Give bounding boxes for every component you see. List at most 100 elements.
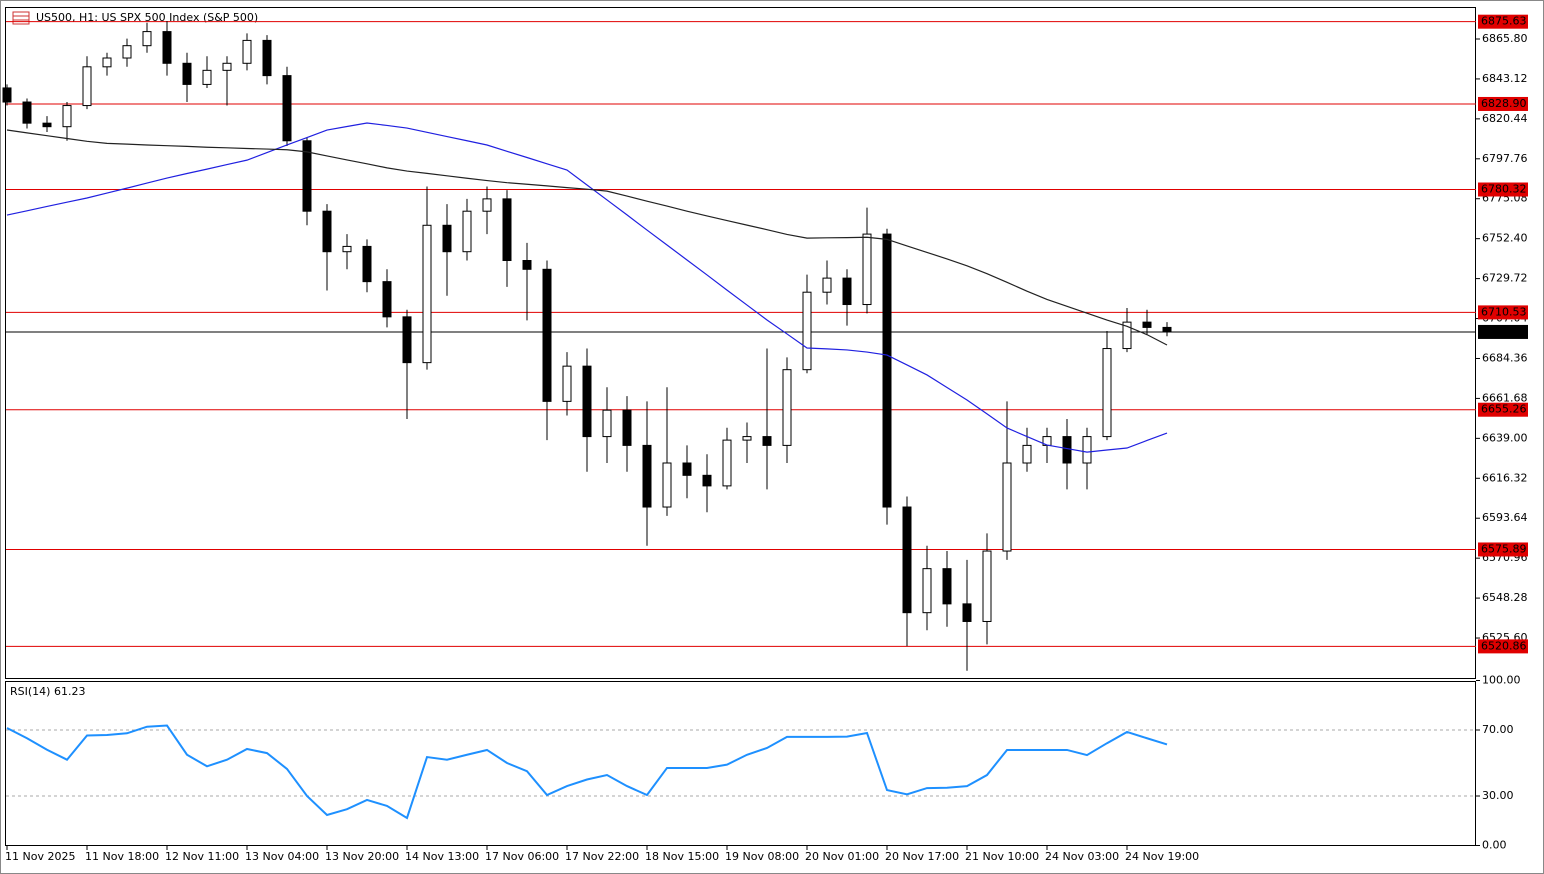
candle-body (522, 260, 532, 270)
candle-body (862, 233, 872, 306)
candle-body (782, 369, 792, 446)
candle-body (342, 245, 352, 253)
y-tick-label: 6843.12 (1482, 72, 1528, 85)
candle-body (102, 57, 112, 68)
candle-body (662, 462, 672, 508)
rsi-line (6, 724, 1168, 820)
candle-body (922, 568, 932, 614)
level-label: 6780.32 (1481, 183, 1527, 196)
x-tick-label: 13 Nov 20:00 (325, 850, 399, 863)
level-box (1478, 14, 1528, 29)
candle-body (2, 87, 12, 103)
candle-body (42, 122, 52, 128)
x-tick-label: 21 Nov 10:00 (965, 850, 1039, 863)
y-tick-label: 6865.80 (1482, 32, 1528, 45)
candle-body (502, 198, 512, 262)
candle-body (742, 436, 752, 441)
candle-body (1102, 348, 1112, 438)
x-tick-label: 17 Nov 22:00 (565, 850, 639, 863)
candle-body (1002, 462, 1012, 552)
x-tick-label: 11 Nov 2025 (5, 850, 75, 863)
candle-body (902, 506, 912, 614)
y-tick-label: 100.00 (1482, 674, 1521, 687)
x-tick-label: 12 Nov 11:00 (165, 850, 239, 863)
candle-body (482, 198, 492, 212)
level-label: 6710.53 (1481, 305, 1527, 318)
x-tick-label: 24 Nov 19:00 (1125, 850, 1199, 863)
candle-body (82, 66, 92, 107)
level-label: 6828.90 (1481, 97, 1527, 110)
y-tick-label: 70.00 (1482, 723, 1514, 736)
moving-average (6, 129, 1168, 346)
x-tick-label: 18 Nov 15:00 (645, 850, 719, 863)
candle-body (542, 268, 552, 402)
candle-body (602, 409, 612, 438)
moving-average (6, 122, 1168, 453)
rsi-title: RSI(14) 61.23 (10, 685, 85, 698)
candle-body (1022, 444, 1032, 464)
x-tick-label: 20 Nov 01:00 (805, 850, 879, 863)
level-box (1478, 305, 1528, 320)
symbol-icon (12, 11, 30, 25)
level-label: 6655.26 (1481, 403, 1527, 416)
candle-body (982, 550, 992, 622)
candle-body (562, 365, 572, 402)
level-label: 6575.89 (1481, 542, 1527, 555)
candle-body (582, 365, 592, 438)
candle-body (722, 439, 732, 487)
candle-body (242, 39, 252, 64)
candle-body (362, 245, 372, 283)
candle-body (422, 224, 432, 364)
x-tick-label: 20 Nov 17:00 (885, 850, 959, 863)
candle-body (642, 444, 652, 508)
candle-body (1062, 436, 1072, 464)
candle-body (682, 462, 692, 476)
x-tick-label: 24 Nov 03:00 (1045, 850, 1119, 863)
level-box (1478, 542, 1528, 557)
candle-body (262, 39, 272, 77)
candle-body (402, 316, 412, 364)
level-label: 6875.63 (1481, 15, 1527, 28)
candle-body (442, 224, 452, 253)
candle-body (122, 45, 132, 59)
level-label: 6520.86 (1481, 639, 1527, 652)
candle-body (462, 210, 472, 253)
candle-body (842, 277, 852, 306)
candle-body (1142, 321, 1152, 328)
last-price-label: 6699.43 (1481, 325, 1527, 338)
x-tick-label: 11 Nov 18:00 (85, 850, 159, 863)
candle-body (802, 291, 812, 371)
candle-body (882, 233, 892, 508)
y-tick-label: 6820.44 (1482, 112, 1528, 125)
candle-body (942, 568, 952, 605)
y-tick-label: 6729.72 (1482, 272, 1528, 285)
y-tick-label: 6797.76 (1482, 152, 1528, 165)
main-panel (5, 7, 1476, 679)
y-tick-label: 6661.68 (1482, 391, 1528, 404)
candle-body (222, 62, 232, 71)
candle-body (962, 603, 972, 622)
level-box (1478, 182, 1528, 197)
y-tick-label: 6548.28 (1482, 591, 1528, 604)
x-tick-label: 17 Nov 06:00 (485, 850, 559, 863)
chart-title: US500, H1: US SPX 500 Index (S&P 500) (36, 11, 258, 24)
candle-body (182, 62, 192, 85)
level-box (1478, 96, 1528, 111)
candle-body (202, 69, 212, 85)
candle-body (1162, 326, 1172, 333)
candle-body (302, 140, 312, 212)
y-tick-label: 0.00 (1482, 839, 1507, 852)
x-tick-label: 19 Nov 08:00 (725, 850, 799, 863)
y-tick-label: 6752.40 (1482, 232, 1528, 245)
candle-body (142, 31, 152, 47)
level-box (1478, 639, 1528, 654)
y-tick-label: 6593.64 (1482, 511, 1528, 524)
candle-body (382, 281, 392, 318)
candle-body (762, 436, 772, 446)
candle-body (22, 101, 32, 124)
candle-body (282, 75, 292, 142)
candle-body (822, 277, 832, 293)
candle-body (622, 409, 632, 446)
